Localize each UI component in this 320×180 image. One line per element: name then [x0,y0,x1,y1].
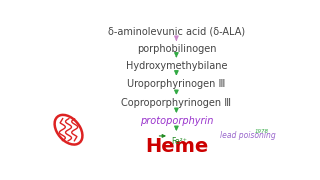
Text: porphobilinogen: porphobilinogen [137,44,216,54]
Text: lead poisoning: lead poisoning [220,131,276,140]
Text: Coproporphyrinogen Ⅲ: Coproporphyrinogen Ⅲ [121,98,231,108]
Text: protoporphyrin: protoporphyrin [140,116,213,126]
Text: δ-aminolevunic acid (δ-ALA): δ-aminolevunic acid (δ-ALA) [108,26,245,36]
Text: Heme: Heme [145,137,208,156]
Text: Fe²⁺: Fe²⁺ [172,137,187,146]
Text: Uroporphyrinogen Ⅲ: Uroporphyrinogen Ⅲ [127,79,226,89]
Text: 1978: 1978 [255,129,269,134]
Text: Hydroxymethybilane: Hydroxymethybilane [126,61,227,71]
